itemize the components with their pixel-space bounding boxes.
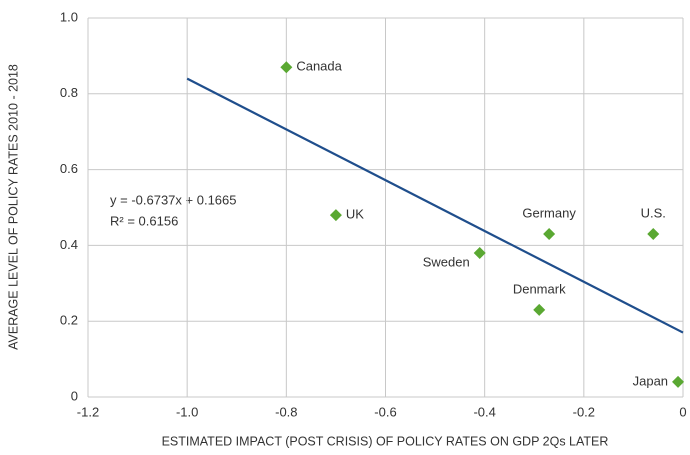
point — [672, 375, 685, 388]
point — [280, 61, 293, 74]
y-tick-label: 0.4 — [60, 237, 78, 252]
x-tick-label: 0 — [679, 404, 686, 419]
point — [533, 303, 546, 316]
point — [647, 228, 660, 241]
x-tick-label: -1.2 — [77, 404, 99, 419]
x-tick-label: -1.0 — [176, 404, 198, 419]
trend-line — [186, 77, 684, 334]
y-tick-label: 0 — [71, 388, 78, 403]
point — [473, 246, 486, 259]
trend-equation: y = -0.6737x + 0.1665 — [110, 192, 236, 207]
x-tick-label: -0.6 — [374, 404, 396, 419]
point-label: Canada — [296, 59, 342, 74]
point-label: Sweden — [423, 254, 470, 269]
point-label: Denmark — [513, 281, 566, 296]
y-tick-label: 0.2 — [60, 313, 78, 328]
y-tick-label: 0.6 — [60, 161, 78, 176]
x-tick-label: -0.4 — [473, 404, 495, 419]
point — [329, 209, 342, 222]
point-label: Japan — [633, 373, 668, 388]
point-label: UK — [346, 207, 364, 222]
y-tick-label: 0.8 — [60, 85, 78, 100]
point-label: U.S. — [641, 205, 666, 220]
x-tick-label: -0.2 — [573, 404, 595, 419]
x-axis-title: ESTIMATED IMPACT (POST CRISIS) OF POLICY… — [162, 434, 609, 448]
y-axis-title: AVERAGE LEVEL OF POLICY RATES 2010 - 201… — [6, 64, 20, 350]
point — [543, 228, 556, 241]
trend-r-squared: R² = 0.6156 — [110, 213, 178, 228]
x-tick-label: -0.8 — [275, 404, 297, 419]
point-label: Germany — [522, 205, 576, 220]
y-tick-label: 1.0 — [60, 9, 78, 24]
